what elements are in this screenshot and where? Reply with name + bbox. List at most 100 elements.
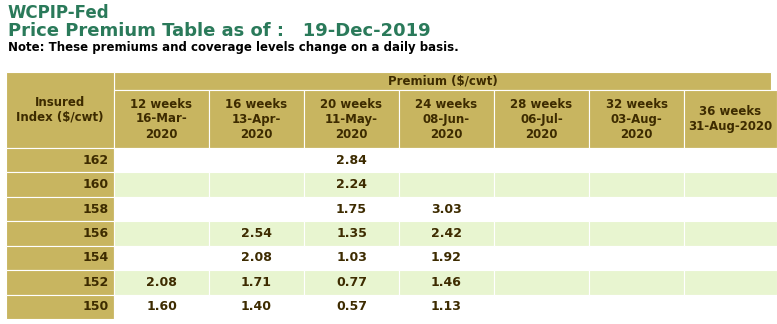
Text: Price Premium Table as of :   19-Dec-2019: Price Premium Table as of : 19-Dec-2019: [8, 22, 430, 40]
FancyBboxPatch shape: [114, 148, 209, 172]
FancyBboxPatch shape: [684, 221, 777, 246]
Text: Insured
Index ($/cwt): Insured Index ($/cwt): [16, 96, 104, 124]
Text: Premium ($/cwt): Premium ($/cwt): [388, 75, 497, 87]
FancyBboxPatch shape: [6, 270, 114, 295]
FancyBboxPatch shape: [209, 90, 304, 148]
Text: 1.92: 1.92: [431, 251, 462, 264]
FancyBboxPatch shape: [494, 221, 589, 246]
Text: 24 weeks
08-Jun-
2020: 24 weeks 08-Jun- 2020: [416, 98, 478, 141]
FancyBboxPatch shape: [684, 295, 777, 319]
Text: 2.24: 2.24: [336, 178, 367, 191]
FancyBboxPatch shape: [494, 172, 589, 197]
FancyBboxPatch shape: [494, 148, 589, 172]
Text: 1.46: 1.46: [431, 276, 462, 289]
Text: 1.40: 1.40: [241, 300, 272, 313]
FancyBboxPatch shape: [684, 90, 777, 148]
Text: 0.57: 0.57: [336, 300, 367, 313]
FancyBboxPatch shape: [114, 197, 209, 221]
Text: Note: These premiums and coverage levels change on a daily basis.: Note: These premiums and coverage levels…: [8, 41, 458, 54]
FancyBboxPatch shape: [494, 270, 589, 295]
FancyBboxPatch shape: [6, 148, 114, 172]
Text: 1.71: 1.71: [241, 276, 272, 289]
FancyBboxPatch shape: [209, 148, 304, 172]
FancyBboxPatch shape: [589, 197, 684, 221]
FancyBboxPatch shape: [114, 221, 209, 246]
FancyBboxPatch shape: [589, 295, 684, 319]
FancyBboxPatch shape: [114, 90, 209, 148]
Text: 156: 156: [83, 227, 109, 240]
Text: 154: 154: [82, 251, 109, 264]
Text: 1.60: 1.60: [146, 300, 177, 313]
FancyBboxPatch shape: [399, 148, 494, 172]
Text: 2.08: 2.08: [146, 276, 177, 289]
FancyBboxPatch shape: [399, 246, 494, 270]
Text: 28 weeks
06-Jul-
2020: 28 weeks 06-Jul- 2020: [510, 98, 573, 141]
FancyBboxPatch shape: [209, 197, 304, 221]
FancyBboxPatch shape: [114, 172, 209, 197]
FancyBboxPatch shape: [399, 90, 494, 148]
FancyBboxPatch shape: [494, 295, 589, 319]
Text: 1.35: 1.35: [336, 227, 367, 240]
Text: 2.08: 2.08: [241, 251, 272, 264]
FancyBboxPatch shape: [304, 172, 399, 197]
FancyBboxPatch shape: [209, 172, 304, 197]
FancyBboxPatch shape: [589, 172, 684, 197]
FancyBboxPatch shape: [589, 90, 684, 148]
FancyBboxPatch shape: [399, 295, 494, 319]
Text: 20 weeks
11-May-
2020: 20 weeks 11-May- 2020: [320, 98, 382, 141]
FancyBboxPatch shape: [304, 270, 399, 295]
FancyBboxPatch shape: [114, 295, 209, 319]
FancyBboxPatch shape: [6, 221, 114, 246]
Text: 158: 158: [83, 202, 109, 215]
FancyBboxPatch shape: [114, 246, 209, 270]
Text: 150: 150: [82, 300, 109, 313]
FancyBboxPatch shape: [399, 172, 494, 197]
FancyBboxPatch shape: [589, 221, 684, 246]
Text: 16 weeks
13-Apr-
2020: 16 weeks 13-Apr- 2020: [225, 98, 287, 141]
FancyBboxPatch shape: [589, 246, 684, 270]
Text: 160: 160: [83, 178, 109, 191]
FancyBboxPatch shape: [6, 246, 114, 270]
Text: 162: 162: [83, 154, 109, 167]
FancyBboxPatch shape: [209, 270, 304, 295]
FancyBboxPatch shape: [684, 197, 777, 221]
FancyBboxPatch shape: [399, 221, 494, 246]
FancyBboxPatch shape: [304, 148, 399, 172]
FancyBboxPatch shape: [589, 148, 684, 172]
Text: 1.75: 1.75: [336, 202, 367, 215]
FancyBboxPatch shape: [209, 246, 304, 270]
FancyBboxPatch shape: [684, 172, 777, 197]
Text: 0.77: 0.77: [336, 276, 367, 289]
Text: 1.13: 1.13: [431, 300, 462, 313]
Text: 32 weeks
03-Aug-
2020: 32 weeks 03-Aug- 2020: [605, 98, 667, 141]
FancyBboxPatch shape: [114, 270, 209, 295]
Text: 36 weeks
31-Aug-2020: 36 weeks 31-Aug-2020: [688, 105, 772, 133]
FancyBboxPatch shape: [304, 221, 399, 246]
FancyBboxPatch shape: [494, 197, 589, 221]
Text: 3.03: 3.03: [431, 202, 462, 215]
FancyBboxPatch shape: [494, 90, 589, 148]
Text: 1.03: 1.03: [336, 251, 367, 264]
FancyBboxPatch shape: [209, 295, 304, 319]
FancyBboxPatch shape: [494, 246, 589, 270]
FancyBboxPatch shape: [304, 90, 399, 148]
Text: 12 weeks
16-Mar-
2020: 12 weeks 16-Mar- 2020: [131, 98, 193, 141]
FancyBboxPatch shape: [114, 72, 771, 90]
FancyBboxPatch shape: [304, 246, 399, 270]
FancyBboxPatch shape: [399, 270, 494, 295]
FancyBboxPatch shape: [6, 72, 114, 148]
FancyBboxPatch shape: [209, 221, 304, 246]
FancyBboxPatch shape: [589, 270, 684, 295]
Text: WCPIP-Fed: WCPIP-Fed: [8, 4, 110, 22]
Text: 152: 152: [82, 276, 109, 289]
FancyBboxPatch shape: [399, 197, 494, 221]
FancyBboxPatch shape: [304, 197, 399, 221]
FancyBboxPatch shape: [6, 295, 114, 319]
FancyBboxPatch shape: [6, 197, 114, 221]
FancyBboxPatch shape: [684, 270, 777, 295]
FancyBboxPatch shape: [684, 246, 777, 270]
FancyBboxPatch shape: [6, 172, 114, 197]
Text: 2.84: 2.84: [336, 154, 367, 167]
FancyBboxPatch shape: [304, 295, 399, 319]
Text: 2.42: 2.42: [431, 227, 462, 240]
